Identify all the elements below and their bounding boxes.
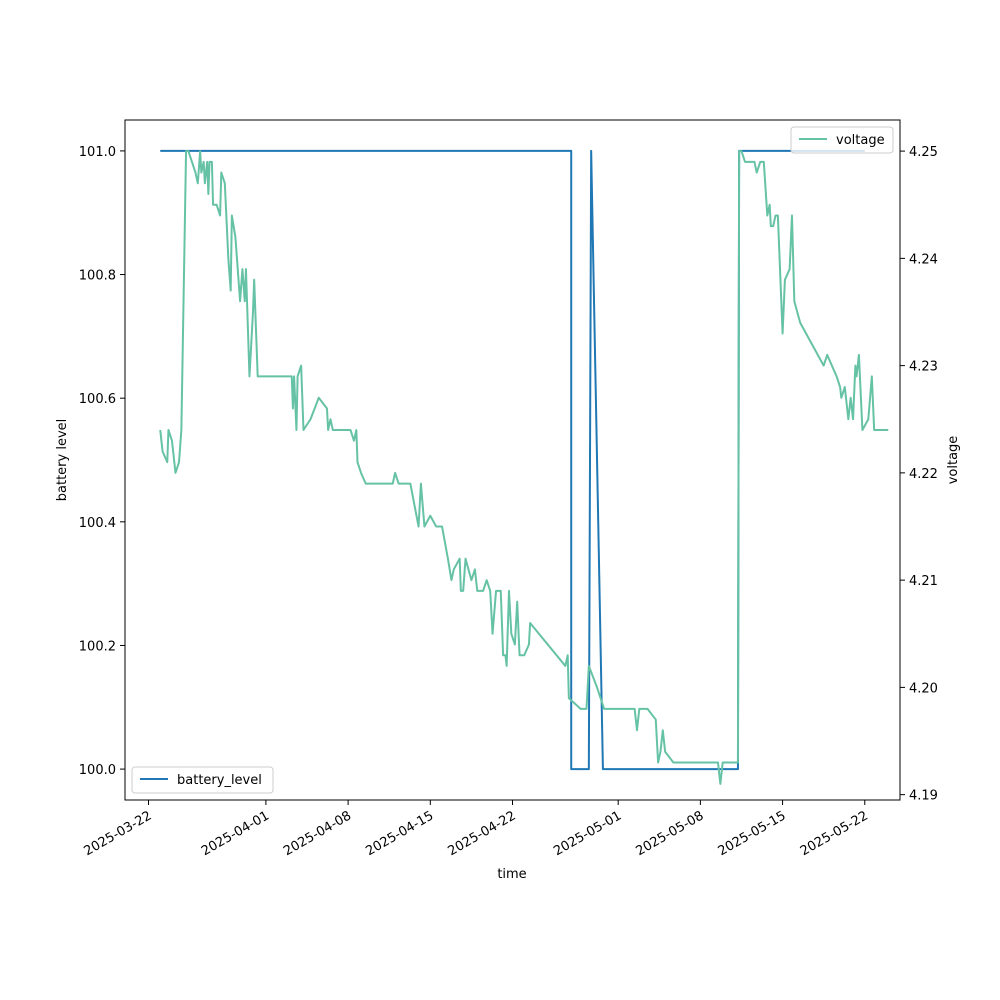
legend-battery-level: battery_level xyxy=(131,766,274,794)
y-tick-label: 100.4 xyxy=(79,516,116,531)
y2-tick-label: 4.22 xyxy=(909,467,938,482)
legend-battery-level-box xyxy=(131,766,274,794)
y2-tick-label: 4.20 xyxy=(909,681,938,696)
y-tick-label: 100.6 xyxy=(79,392,116,407)
y2-tick-label: 4.21 xyxy=(909,574,938,589)
y2-tick-label: 4.25 xyxy=(909,145,938,160)
y2-axis-label: voltage xyxy=(946,436,961,485)
y2-tick-label: 4.19 xyxy=(909,789,938,804)
legend-voltage-label: voltage xyxy=(836,133,885,148)
y-tick-label: 100.2 xyxy=(79,639,116,654)
y-tick-label: 101.0 xyxy=(79,145,116,160)
y-axis-left: 100.0 100.2 100.4 100.6 100.8 101.0 xyxy=(79,145,125,778)
series-layer xyxy=(159,149,889,785)
y2-tick-label: 4.23 xyxy=(909,360,938,375)
x-axis-label: time xyxy=(497,867,526,882)
legend-voltage: voltage xyxy=(790,126,894,154)
legend-battery-level-label: battery_level xyxy=(177,773,262,788)
y-axis-right: 4.19 4.20 4.21 4.22 4.23 4.24 4.25 xyxy=(900,145,938,804)
y2-tick-label: 4.24 xyxy=(909,252,938,267)
legend-voltage-box xyxy=(790,126,894,154)
y-axis-label: battery level xyxy=(55,419,70,502)
y-tick-label: 100.8 xyxy=(79,269,116,284)
y-tick-label: 100.0 xyxy=(79,763,116,778)
series-line-voltage xyxy=(159,150,889,785)
